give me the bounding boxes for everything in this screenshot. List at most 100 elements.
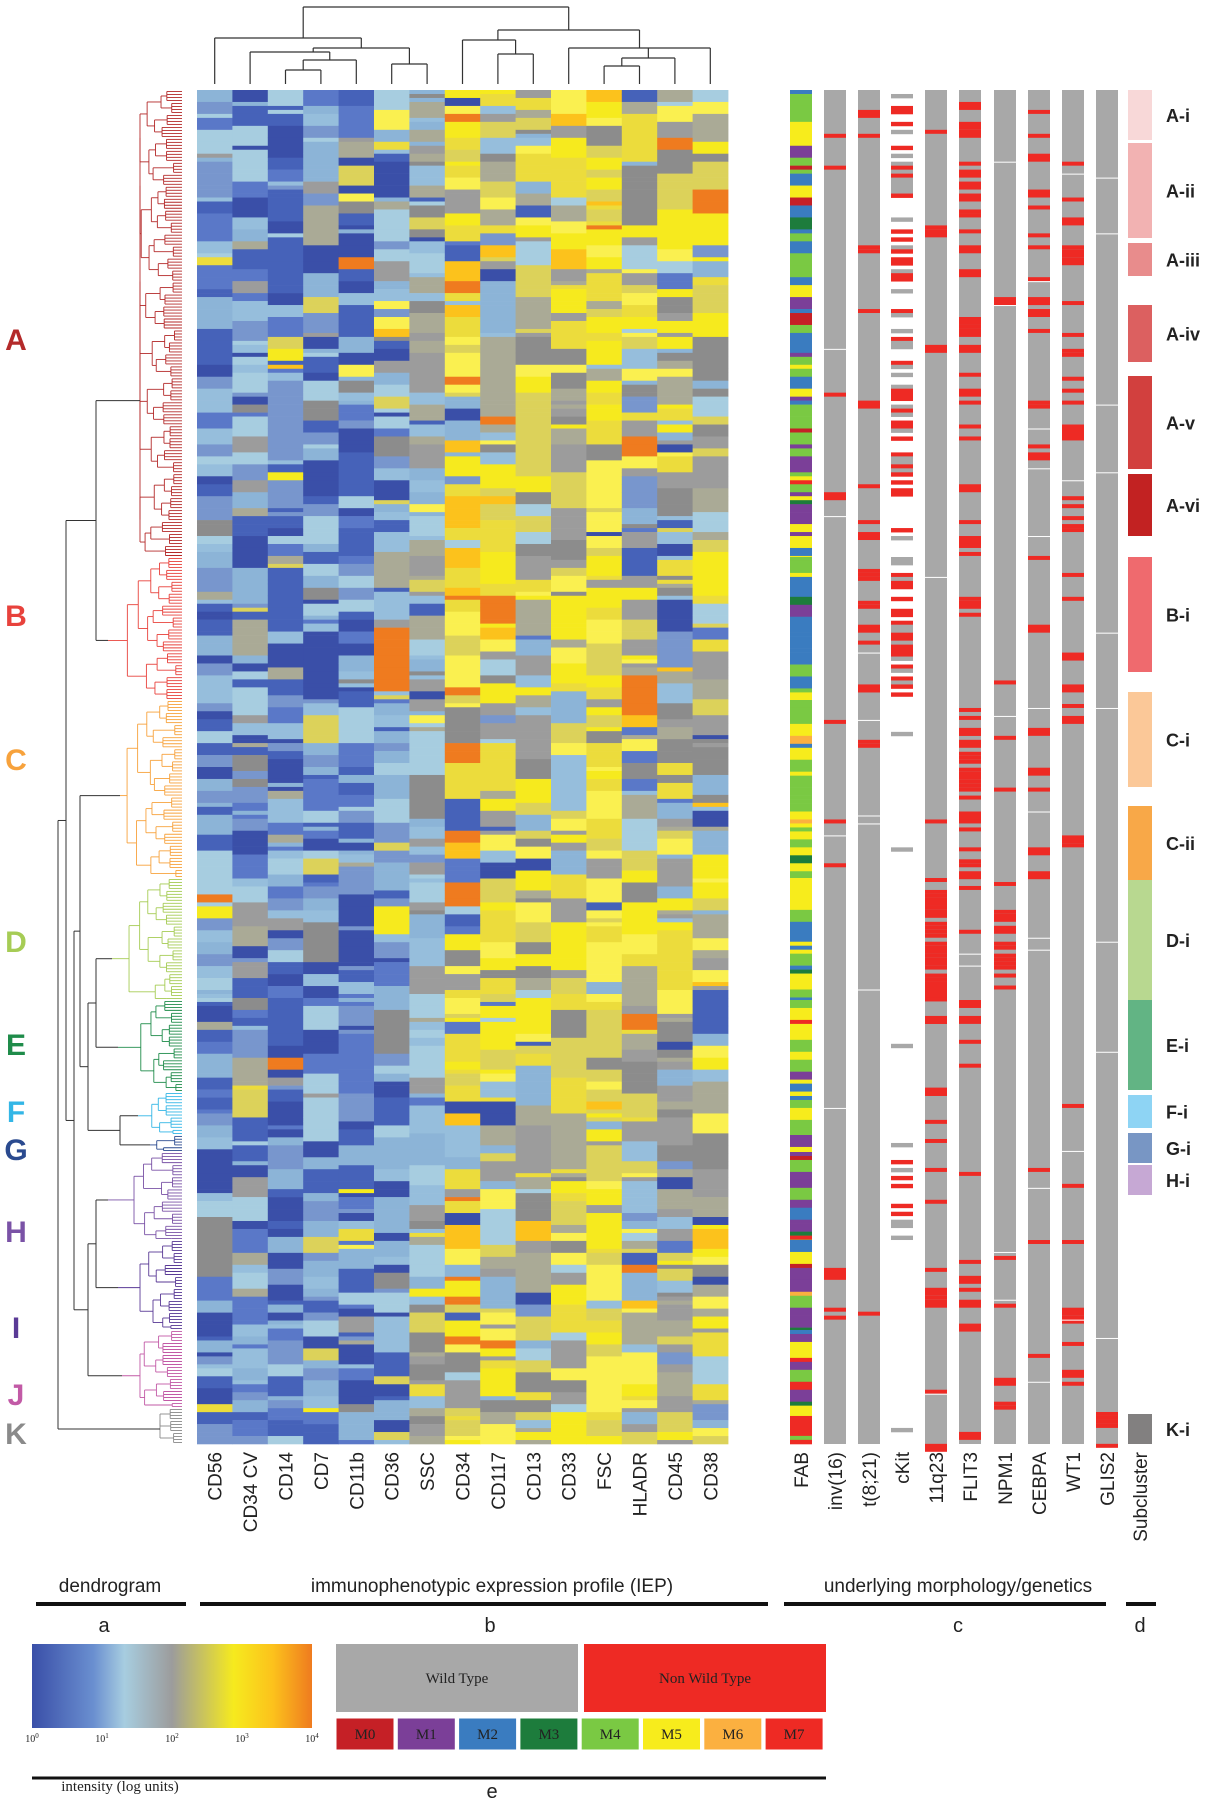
heatmap-cell [374,1376,410,1385]
heatmap-cell [267,770,304,780]
heatmap-cell [586,731,623,744]
heatmap-cell [480,1061,516,1070]
fab-cell [790,1092,812,1097]
heatmap-cell [197,902,233,907]
heatmap-cell [657,886,693,899]
heatmap-cell [692,301,729,314]
heatmap-cell [480,790,516,800]
heatmap-cell [480,93,516,107]
heatmap-cell [515,500,552,505]
heatmap-cell [338,1213,375,1222]
genetics-mark [1062,496,1084,501]
heatmap-cell [480,416,516,425]
heatmap-cell [197,229,233,242]
heatmap-cell [657,516,693,521]
heatmap-cell [374,1332,410,1337]
genetics-mark [1062,1183,1084,1188]
heatmap-cell [197,1005,233,1011]
heatmap-cell [232,806,269,812]
heatmap-cell [515,623,552,636]
heatmap-cell [409,269,446,274]
heatmap-cell [621,695,658,704]
heatmap-cell [338,225,375,230]
genetics-mark [1028,1353,1050,1358]
genetics-mark [1062,1381,1084,1386]
heatmap-cell [338,452,375,457]
heatmap-cell [409,1416,446,1425]
heatmap-cell [621,117,658,131]
heatmap-cell [303,1252,339,1262]
heatmap-cell [480,1436,516,1445]
heatmap-cell [692,1093,729,1106]
heatmap-cell [551,217,587,222]
genetics-mark [824,392,846,397]
fab-cell [790,472,812,477]
heatmap-cell [551,1157,587,1170]
heatmap-cell [267,1236,304,1246]
heatmap-cell [409,1149,446,1158]
heatmap-cell [338,587,375,601]
heatmap-cell [692,782,729,796]
heatmap-cell [692,1236,729,1250]
heatmap-cell [409,424,446,433]
heatmap-cell [197,197,233,202]
genetics-gap [858,652,880,654]
heatmap-cell [551,1013,587,1027]
genetics-gap [1096,177,1118,179]
heatmap-cell [338,1244,375,1250]
fab-cell [790,396,812,401]
heatmap-cell [692,930,729,939]
heatmap-cell [409,810,446,820]
heatmap-cell [480,1037,516,1051]
heatmap-cell [232,460,269,465]
genetics-mark [1028,871,1050,880]
fab-cell [790,1315,812,1328]
heatmap-cell [621,882,658,891]
heatmap-cell [444,966,481,975]
heatmap-cell [621,663,658,668]
heatmap-cell [374,790,410,800]
heatmap-cell [586,1320,623,1333]
fab-cell [790,1107,812,1121]
heatmap-cell [409,201,446,206]
heatmap-cell [586,1284,623,1289]
fab-cell [790,265,812,278]
heatmap-cell [657,930,693,935]
heatmap-cell [657,293,693,298]
heatmap-cell [303,90,339,99]
heatmap-cell [409,1440,446,1445]
heatmap-cell [197,615,233,620]
heatmap-cell [586,918,623,923]
heatmap-cell [551,233,587,242]
heatmap-cell [657,1217,693,1230]
ckit-mark [891,269,913,274]
heatmap-cell [197,1189,233,1194]
genetics-mark [994,787,1016,792]
heatmap-cell [515,846,552,859]
heatmap-cell [586,607,623,620]
heatmap-cell [409,890,446,903]
heatmap-cell [374,281,410,286]
heatmap-cell [409,1137,446,1150]
genetics-mark [824,819,846,824]
ckit-mark [891,169,913,175]
genetics-mark [959,715,981,720]
heatmap-cell [197,1300,233,1313]
heatmap-cell [515,1440,552,1445]
heatmap-cell [515,456,552,465]
heatmap-cell [515,882,552,891]
heatmap-cell [409,655,446,660]
heatmap-cell [197,352,233,366]
heatmap-cell [480,1125,516,1134]
heatmap-cell [692,679,729,684]
heatmap-cell [338,257,375,262]
heatmap-cell [267,237,304,246]
heatmap-cell [197,966,233,979]
genetics-mark [959,1000,981,1008]
heatmap-cell [267,930,304,939]
heatmap-cell [621,328,658,334]
heatmap-cell [515,90,552,99]
heatmap-cell [480,890,516,899]
heatmap-cell [374,1400,410,1413]
fab-legend-swatch [580,1717,640,1751]
